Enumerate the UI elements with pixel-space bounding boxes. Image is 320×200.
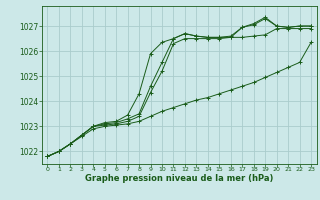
X-axis label: Graphe pression niveau de la mer (hPa): Graphe pression niveau de la mer (hPa): [85, 174, 273, 183]
